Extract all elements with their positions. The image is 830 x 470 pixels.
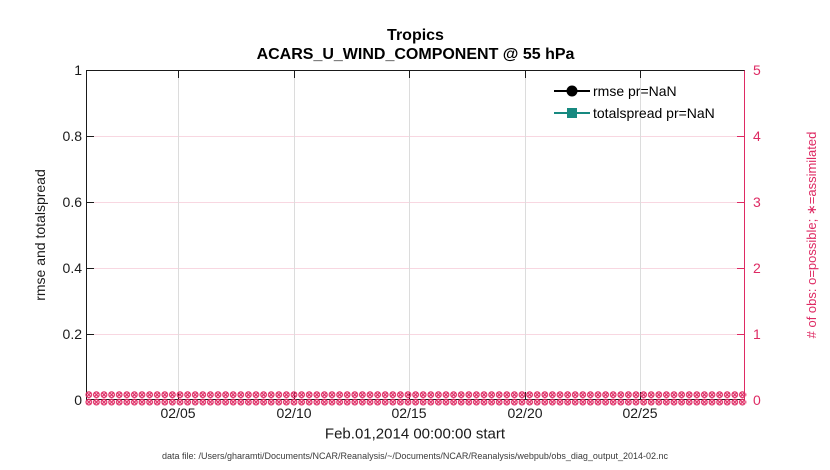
rmse-line-sample (554, 85, 590, 97)
ytick-label-right: 3 (753, 194, 761, 210)
xtick-label: 02/10 (276, 405, 312, 421)
gridline-h-0.4 (87, 268, 743, 269)
gridline-h-0.2 (87, 334, 743, 335)
ytick-label-left: 0.2 (62, 326, 82, 342)
ytick-label-left: 0.6 (62, 194, 82, 210)
tick-top (409, 71, 411, 78)
legend-label-totalspread: totalspread pr=NaN (593, 105, 715, 121)
ytick-label-left: 0 (74, 392, 82, 408)
tick-left (87, 334, 94, 336)
gridline-h-0.6 (87, 202, 743, 203)
gridline-v-0225 (640, 71, 641, 398)
legend-item-rmse: rmse pr=NaN (554, 80, 715, 102)
xtick-label: 02/15 (391, 405, 427, 421)
ytick-label-right: 0 (753, 392, 761, 408)
ytick-label-right: 1 (753, 326, 761, 342)
gridline-v-0205 (178, 71, 179, 398)
obs-count-marker-band (85, 391, 747, 406)
xtick-label: 02/25 (622, 405, 658, 421)
tick-top (178, 71, 180, 78)
tick-top (525, 71, 527, 78)
ytick-label-left: 0.8 (62, 128, 82, 144)
tick-left (87, 136, 94, 138)
tick-right (737, 334, 744, 336)
totalspread-line-sample (554, 108, 590, 118)
plot-subtitle: ACARS_U_WIND_COMPONENT @ 55 hPa (256, 46, 575, 63)
x-axis-label: Feb.01,2014 00:00:00 start (324, 425, 506, 443)
tick-left (87, 202, 94, 204)
tick-left (87, 268, 94, 270)
tick-right (737, 268, 744, 270)
gridline-h-0.8 (87, 136, 743, 137)
y-axis-label-right: # of obs: o=possible; ∗=assimilated (804, 131, 819, 339)
plot-title: Tropics (387, 27, 444, 44)
legend-label-rmse: rmse pr=NaN (593, 83, 677, 99)
legend-item-totalspread: totalspread pr=NaN (554, 102, 715, 124)
xtick-label: 02/20 (507, 405, 543, 421)
tick-top (640, 71, 642, 78)
data-file-caption: data file: /Users/gharamti/Documents/NCA… (161, 451, 668, 461)
ytick-label-left: 1 (74, 62, 82, 78)
ytick-label-right: 4 (753, 128, 761, 144)
ytick-label-left: 0.4 (62, 260, 82, 276)
gridline-v-0210 (294, 71, 295, 398)
plot-area: rmse pr=NaN totalspread pr=NaN (85, 70, 747, 406)
tick-top (294, 71, 296, 78)
totalspread-square-marker-icon (567, 108, 577, 118)
rmse-circle-marker-icon (566, 85, 578, 97)
gridline-v-0220 (525, 71, 526, 398)
ytick-label-right: 2 (753, 260, 761, 276)
gridline-v-0215 (409, 71, 410, 398)
legend: rmse pr=NaN totalspread pr=NaN (554, 80, 715, 124)
ytick-label-right: 5 (753, 62, 761, 78)
xtick-label: 02/05 (160, 405, 196, 421)
tick-right (737, 136, 744, 138)
tick-right (737, 202, 744, 204)
y-axis-label-left: rmse and totalspread (32, 169, 48, 301)
